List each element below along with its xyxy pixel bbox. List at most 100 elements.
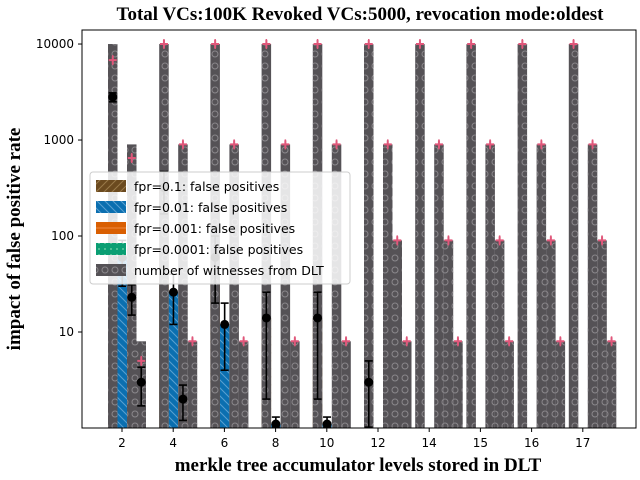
witness-bar-4-2-hatch bbox=[187, 341, 198, 428]
witness-marker-6-2 bbox=[239, 337, 248, 346]
witness-bar-16-2-hatch bbox=[546, 240, 556, 428]
bar-1-4-hatch bbox=[168, 292, 179, 428]
witness-marker-10-1 bbox=[332, 140, 341, 149]
point-2-2 bbox=[127, 292, 137, 302]
legend-box bbox=[89, 171, 351, 285]
witness-bar-17-0-hatch bbox=[568, 44, 579, 429]
witness-marker-16-1 bbox=[537, 140, 546, 149]
witness-marker-15-0 bbox=[467, 40, 476, 49]
witness-bar-8-2-hatch bbox=[290, 341, 300, 428]
y-tick-label-1000: 1000 bbox=[43, 133, 74, 147]
x-tick-label-2: 2 bbox=[118, 436, 126, 450]
witness-marker-17-1 bbox=[588, 140, 597, 149]
witness-bar-16-0-hatch bbox=[517, 44, 528, 429]
witness-marker-12-0 bbox=[364, 40, 373, 49]
point-2-4 bbox=[178, 394, 188, 404]
witness-marker-16-3 bbox=[556, 337, 565, 346]
y-axis-label: impact of false positive rate bbox=[4, 128, 25, 351]
witness-marker-14-2 bbox=[444, 236, 453, 245]
witness-bar-15-3-hatch bbox=[504, 341, 514, 428]
witness-marker-14-1 bbox=[434, 140, 443, 149]
legend-label-1: fpr=0.01: false positives bbox=[134, 200, 287, 215]
witness-marker-4-2 bbox=[188, 337, 197, 346]
witness-bar-10-2-hatch bbox=[341, 341, 351, 428]
x-tick-label-6: 6 bbox=[221, 436, 229, 450]
bar-1-2-hatch bbox=[117, 257, 127, 428]
witness-marker-2-0 bbox=[108, 56, 117, 65]
legend-swatch-hatch-0 bbox=[96, 180, 126, 192]
witness-bar-6-1-hatch bbox=[229, 144, 239, 428]
witness-bar-14-3-hatch bbox=[453, 341, 463, 428]
witness-marker-2-2 bbox=[137, 356, 146, 365]
witness-marker-6-1 bbox=[230, 140, 239, 149]
x-tick-label-15: 15 bbox=[473, 436, 488, 450]
witness-marker-6-0 bbox=[211, 40, 220, 49]
witness-marker-15-1 bbox=[486, 140, 495, 149]
y-axis: 10 100 1000 10000 bbox=[36, 37, 82, 339]
x-axis-label: merkle tree accumulator levels stored in… bbox=[175, 455, 542, 476]
errbar-1-6 bbox=[220, 302, 229, 372]
legend-swatch-hatch-3 bbox=[96, 243, 126, 255]
witness-bar-12-0-hatch bbox=[364, 44, 374, 429]
witness-bar-16-3-hatch bbox=[555, 341, 566, 428]
witness-marker-17-3 bbox=[607, 337, 616, 346]
witness-marker-10-2 bbox=[342, 337, 351, 346]
witness-bar-8-1-hatch bbox=[280, 144, 291, 428]
x-tick-label-17: 17 bbox=[575, 436, 590, 450]
plot-frame bbox=[81, 29, 637, 429]
legend-swatch-hatch-4 bbox=[96, 264, 126, 276]
legend: fpr=0.1: false positives fpr=0.01: false … bbox=[89, 171, 351, 285]
witness-bar-14-1-hatch bbox=[434, 144, 444, 428]
y-tick-label-10000: 10000 bbox=[36, 37, 74, 51]
point-0-10 bbox=[313, 313, 323, 323]
x-tick-label-8: 8 bbox=[272, 436, 280, 450]
witness-marker-17-0 bbox=[569, 40, 578, 49]
chart-title: Total VCs:100K Revoked VCs:5000, revocat… bbox=[117, 4, 605, 25]
witness-marker-8-1 bbox=[281, 140, 290, 149]
witness-bar-12-2-hatch bbox=[392, 240, 402, 428]
witness-bar-10-1-hatch bbox=[331, 144, 342, 428]
witness-marker-4-0 bbox=[159, 40, 168, 49]
witness-bar-15-2-hatch bbox=[494, 240, 505, 428]
witness-bar-12-3-hatch bbox=[402, 341, 412, 428]
y-tick-label-10: 10 bbox=[59, 325, 74, 339]
bar-1-6-hatch bbox=[219, 324, 230, 428]
point-0-8 bbox=[261, 313, 271, 323]
witness-marker-15-3 bbox=[505, 337, 514, 346]
witness-marker-12-3 bbox=[402, 337, 411, 346]
witness-marker-17-2 bbox=[598, 236, 607, 245]
plot-area bbox=[81, 29, 637, 429]
witness-bar-4-1-hatch bbox=[178, 144, 188, 428]
witness-marker-12-2 bbox=[393, 236, 402, 245]
legend-swatch-hatch-1 bbox=[96, 201, 126, 213]
witness-bar-17-1-hatch bbox=[587, 144, 598, 428]
witness-marker-8-0 bbox=[262, 40, 271, 49]
legend-label-0: fpr=0.1: false positives bbox=[134, 179, 279, 194]
point-1-8 bbox=[271, 419, 281, 429]
witness-bar-6-2-hatch bbox=[238, 341, 249, 428]
x-tick-label-14: 14 bbox=[422, 436, 437, 450]
witness-bar-15-0-hatch bbox=[466, 44, 476, 429]
errbar-0-12 bbox=[364, 360, 373, 428]
legend-label-4: number of witnesses from DLT bbox=[134, 263, 324, 278]
x-tick-label-10: 10 bbox=[319, 436, 334, 450]
witness-bar-16-1-hatch bbox=[536, 144, 547, 428]
point-3-2 bbox=[136, 377, 146, 387]
witness-marker-16-0 bbox=[518, 40, 527, 49]
witness-bar-14-0-hatch bbox=[415, 44, 425, 429]
x-tick-label-16: 16 bbox=[524, 436, 539, 450]
x-axis: 2 4 6 8 10 12 14 15 16 17 bbox=[118, 428, 590, 450]
witness-bar-17-3-hatch bbox=[606, 341, 617, 428]
x-tick-label-12: 12 bbox=[370, 436, 385, 450]
witness-bar-12-1-hatch bbox=[383, 144, 393, 428]
witness-marker-12-1 bbox=[383, 140, 392, 149]
point-0-2 bbox=[108, 92, 118, 102]
witness-bar-14-2-hatch bbox=[443, 240, 454, 428]
witness-marker-2-1 bbox=[127, 153, 136, 162]
witness-marker-8-2 bbox=[290, 337, 299, 346]
legend-label-2: fpr=0.001: false positives bbox=[134, 221, 295, 236]
witness-marker-15-2 bbox=[495, 236, 504, 245]
x-tick-label-4: 4 bbox=[169, 436, 177, 450]
legend-swatch-hatch-2 bbox=[96, 222, 126, 234]
